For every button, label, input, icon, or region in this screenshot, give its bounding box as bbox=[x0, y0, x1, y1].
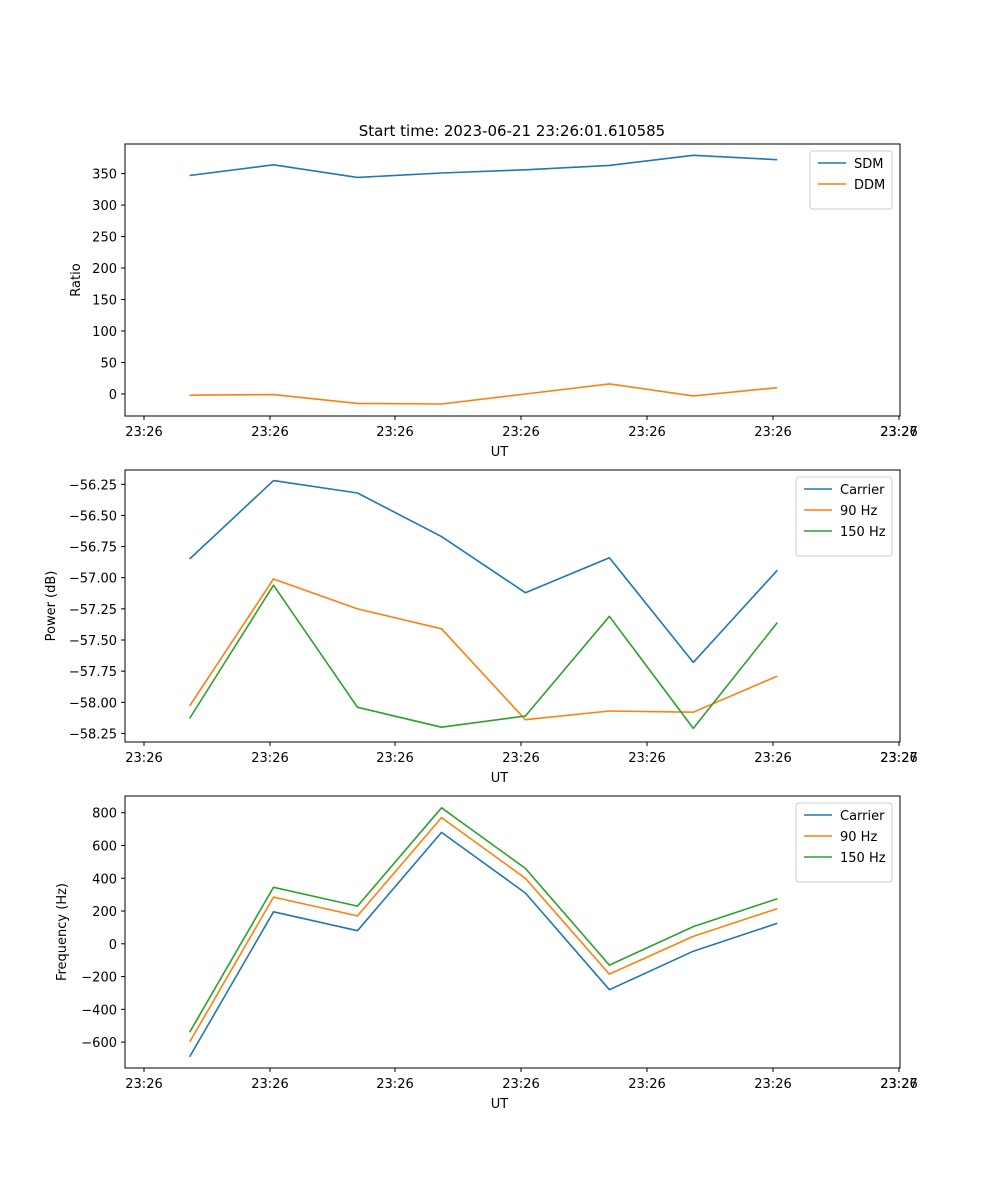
y-tick-label: −400 bbox=[81, 1003, 117, 1018]
y-tick-label: 350 bbox=[92, 168, 117, 183]
x-tick-label: 23:26 bbox=[628, 425, 665, 440]
y-tick-label: −200 bbox=[81, 971, 117, 986]
series-line-carrier bbox=[188, 831, 778, 1058]
plot-frame bbox=[124, 469, 901, 743]
series-line-150-hz bbox=[188, 806, 778, 1033]
y-tick-label: −56.50 bbox=[69, 509, 117, 524]
series-line-150-hz bbox=[188, 584, 778, 730]
legend-box bbox=[809, 150, 893, 210]
series-line-carrier bbox=[189, 479, 778, 664]
x-tick-label: 23:26 bbox=[376, 751, 413, 766]
y-axis-label: Ratio bbox=[69, 263, 84, 296]
x-tick-label: 23:27 bbox=[880, 751, 917, 766]
y-tick-label: 50 bbox=[100, 356, 117, 371]
y-tick-label: 250 bbox=[92, 231, 117, 246]
legend-label: Carrier bbox=[840, 809, 885, 824]
x-tick-label: 23:26 bbox=[628, 1077, 665, 1092]
x-tick-label: 23:26 bbox=[251, 1077, 288, 1092]
x-tick-label: 23:26 bbox=[754, 425, 791, 440]
y-tick-label: −58.00 bbox=[69, 696, 117, 711]
series-line-90-hz bbox=[188, 816, 778, 1043]
x-tick-label: 23:26 bbox=[251, 425, 288, 440]
x-tick-label: 23:26 bbox=[376, 1077, 413, 1092]
y-tick-label: −57.50 bbox=[69, 634, 117, 649]
y-tick-label: 200 bbox=[92, 905, 117, 920]
y-tick-label: −57.25 bbox=[69, 603, 117, 618]
legend: Carrier 90 Hz 150 Hz bbox=[795, 476, 893, 557]
legend: SDM DDM bbox=[809, 150, 893, 210]
x-tick-label: 23:26 bbox=[251, 751, 288, 766]
legend-label: DDM bbox=[854, 178, 885, 193]
legend-box bbox=[795, 802, 893, 883]
y-tick-label: 600 bbox=[92, 839, 117, 854]
x-tick-label: 23:26 bbox=[502, 1077, 539, 1092]
x-tick-label: 23:27 bbox=[880, 425, 917, 440]
x-tick-label: 23:26 bbox=[880, 425, 917, 440]
y-tick-label: 300 bbox=[92, 199, 117, 214]
x-tick-label: 23:26 bbox=[754, 751, 791, 766]
y-axis-label: Power (dB) bbox=[44, 571, 59, 642]
legend-label: 90 Hz bbox=[840, 830, 877, 845]
y-tick-label: 400 bbox=[92, 872, 117, 887]
x-tick-label: 23:27 bbox=[880, 1077, 917, 1092]
x-tick-label: 23:26 bbox=[628, 751, 665, 766]
chart-title: Start time: 2023-06-21 23:26:01.610585 bbox=[359, 122, 665, 140]
y-tick-label: −58.25 bbox=[69, 727, 117, 742]
x-tick-label: 23:26 bbox=[880, 1077, 917, 1092]
y-tick-label: −57.00 bbox=[69, 572, 117, 587]
legend-label: 150 Hz bbox=[840, 851, 886, 866]
x-tick-label: 23:26 bbox=[125, 425, 162, 440]
chart-panel-2: −58.25 −58.00 −57.75 −57.50 −57.25 −57.00 −56.… bbox=[44, 469, 918, 786]
legend-box bbox=[795, 476, 893, 557]
x-tick-label: 23:26 bbox=[125, 1077, 162, 1092]
x-axis-label: UT bbox=[491, 445, 509, 460]
x-tick-label: 23:26 bbox=[502, 751, 539, 766]
chart-panel-3: −600 −400 −200 0 200 400 600 800 23:26 23:26 23:26… bbox=[55, 795, 918, 1112]
x-tick-label: 23:26 bbox=[502, 425, 539, 440]
legend: Carrier 90 Hz 150 Hz bbox=[795, 802, 893, 883]
y-tick-label: 100 bbox=[92, 325, 117, 340]
x-tick-label: 23:26 bbox=[125, 751, 162, 766]
y-tick-label: −600 bbox=[81, 1036, 117, 1051]
y-tick-label: 200 bbox=[92, 262, 117, 277]
legend-label: 150 Hz bbox=[840, 525, 886, 540]
y-axis-label: Frequency (Hz) bbox=[55, 883, 70, 981]
legend-label: Carrier bbox=[840, 483, 885, 498]
legend-label: SDM bbox=[854, 157, 883, 172]
y-tick-label: −56.75 bbox=[69, 541, 117, 556]
y-tick-label: 0 bbox=[109, 938, 117, 953]
x-axis-label: UT bbox=[491, 771, 509, 786]
x-tick-label: 23:26 bbox=[376, 425, 413, 440]
x-axis-label: UT bbox=[491, 1097, 509, 1112]
y-tick-label: 150 bbox=[92, 294, 117, 309]
y-tick-label: 0 bbox=[109, 388, 117, 403]
series-line-90-hz bbox=[188, 578, 778, 721]
x-tick-label: 23:26 bbox=[880, 751, 917, 766]
plot-frame bbox=[124, 143, 901, 417]
x-tick-label: 23:26 bbox=[754, 1077, 791, 1092]
legend-label: 90 Hz bbox=[840, 504, 877, 519]
y-tick-label: −57.75 bbox=[69, 665, 117, 680]
y-tick-label: −56.25 bbox=[69, 478, 117, 493]
plot-frame bbox=[124, 795, 901, 1069]
series-line-ddm bbox=[189, 383, 778, 405]
y-tick-label: 800 bbox=[92, 807, 117, 822]
series-line-sdm bbox=[189, 154, 778, 179]
